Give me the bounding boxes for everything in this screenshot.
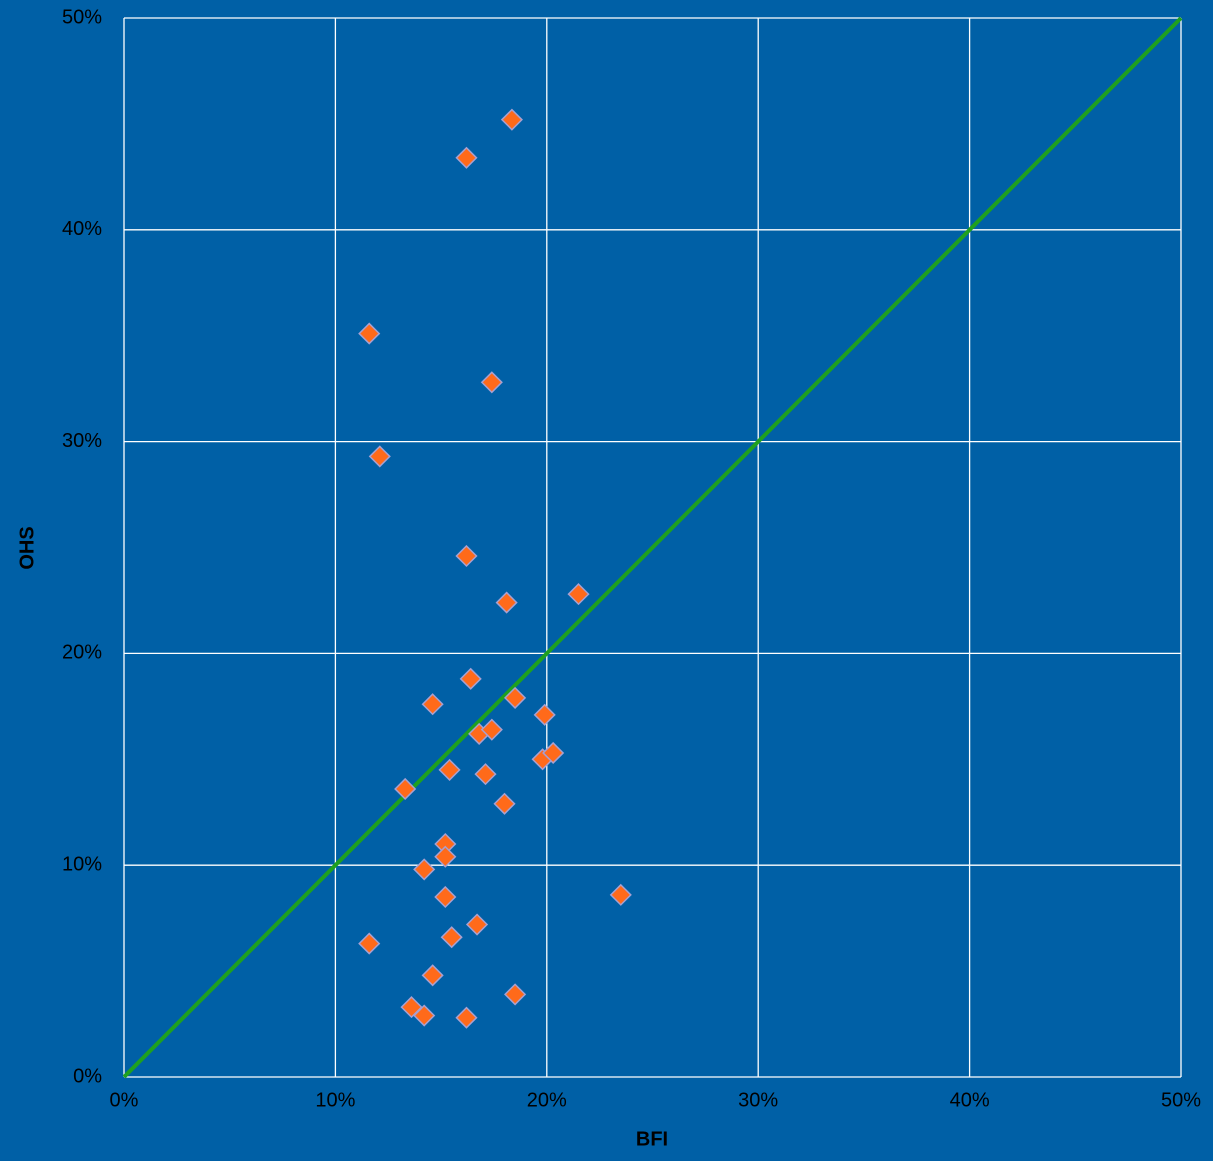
x-tick-label: 0% [110,1089,139,1111]
point [480,718,503,741]
point [504,983,527,1006]
point [567,583,590,606]
point [480,371,503,394]
point [358,932,381,955]
x-tick-label: 10% [315,1089,355,1111]
point [421,693,444,716]
point [493,792,516,815]
point [368,445,391,468]
point [495,591,518,614]
point [542,741,565,765]
x-tick-label: 20% [527,1089,567,1111]
y-tick-label: 10% [62,853,102,875]
x-tick-label: 50% [1161,1089,1201,1111]
point [421,964,444,987]
point [500,108,523,131]
point [413,1004,436,1027]
point [358,322,381,345]
point [504,686,527,709]
point [455,146,478,169]
point [609,883,632,906]
point [474,763,497,786]
point [413,858,436,881]
point [400,996,423,1019]
x-tick-label: 40% [950,1089,990,1111]
point [459,667,482,690]
point [465,913,489,936]
x-tick-label: 30% [738,1089,778,1111]
point [455,1006,478,1029]
point [455,544,478,568]
point [533,703,556,726]
y-tick-label: 40% [62,218,102,240]
y-tick-label: 30% [62,430,102,452]
point [394,777,417,801]
point [434,845,457,868]
reference-line [122,16,1183,1079]
point [434,885,457,909]
point [440,926,463,949]
y-tick-label: 0% [73,1065,102,1087]
y-tick-label: 20% [62,642,102,664]
y-tick-label: 50% [62,6,102,28]
x-axis-title: BFI [636,1128,668,1150]
y-axis-title: OHS [16,526,38,569]
point [438,758,461,781]
